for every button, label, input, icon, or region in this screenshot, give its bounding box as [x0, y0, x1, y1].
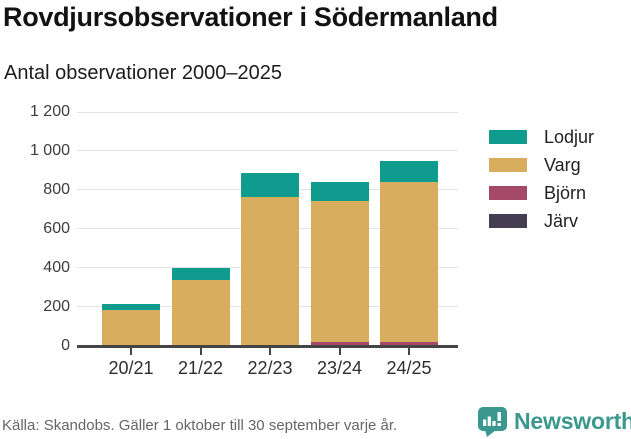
legend-item-järv: Järv	[489, 211, 594, 231]
gridline	[77, 111, 458, 113]
bar-segment-björn	[310, 342, 369, 345]
x-axis-tick	[199, 348, 202, 355]
bar-segment-varg	[241, 196, 299, 346]
newsworthy-brand[interactable]: Newsworthy	[477, 406, 631, 437]
chart-legend: Lodjur Varg Björn Järv	[489, 127, 594, 239]
legend-label: Järv	[544, 211, 579, 231]
bar-segment-varg	[171, 280, 230, 346]
x-axis-line	[77, 344, 458, 348]
bar-segment-varg	[310, 201, 369, 343]
y-axis-tick-label: 400	[43, 258, 70, 276]
legend-item-varg: Varg	[489, 155, 594, 175]
newsworthy-icon	[478, 407, 507, 437]
y-axis-tick-label: 1 200	[29, 103, 70, 120]
y-axis-tick-label: 1 000	[29, 141, 70, 159]
x-axis-category-label: 20/21	[108, 358, 154, 378]
legend-label: Varg	[544, 155, 581, 175]
bar-segment-lodjur	[102, 303, 160, 311]
x-axis-category-label: 21/22	[177, 358, 224, 378]
bar-segment-varg	[380, 181, 438, 343]
legend-swatch	[489, 186, 527, 200]
y-axis-tick-label: 200	[43, 297, 70, 315]
y-axis-tick-label: 800	[43, 180, 70, 198]
bar-segment-lodjur	[241, 173, 299, 197]
x-axis-tick	[338, 348, 341, 355]
x-axis-tick	[130, 348, 132, 355]
source-note: Källa: Skandobs. Gäller 1 oktober till 3…	[2, 417, 398, 434]
gridline	[77, 150, 458, 152]
y-axis-tick-label: 0	[61, 336, 70, 354]
legend-label: Lodjur	[544, 127, 595, 147]
legend-item-lodjur: Lodjur	[489, 127, 594, 147]
bar-segment-lodjur	[310, 181, 369, 202]
bar-segment-lodjur	[380, 161, 438, 182]
y-axis-tick-label: 600	[43, 219, 70, 237]
x-axis-tick	[269, 348, 271, 355]
x-axis-category-label: 22/23	[247, 358, 293, 378]
chart-title: Rovdjursobservationer i Södermanland	[3, 2, 498, 32]
bar-segment-varg	[102, 310, 160, 346]
legend-label: Björn	[544, 183, 587, 203]
brand-name: Newsworthy	[514, 408, 631, 434]
legend-swatch	[489, 158, 527, 172]
chart-subtitle: Antal observationer 2000–2025	[4, 62, 282, 84]
legend-swatch	[489, 130, 527, 144]
bar-segment-lodjur	[171, 267, 230, 281]
x-axis-category-label: 23/24	[316, 358, 363, 378]
bar-segment-björn	[380, 342, 438, 345]
x-axis-category-label: 24/25	[386, 358, 432, 378]
legend-swatch	[489, 214, 527, 228]
x-axis-tick	[408, 348, 410, 355]
legend-item-björn: Björn	[489, 183, 594, 203]
